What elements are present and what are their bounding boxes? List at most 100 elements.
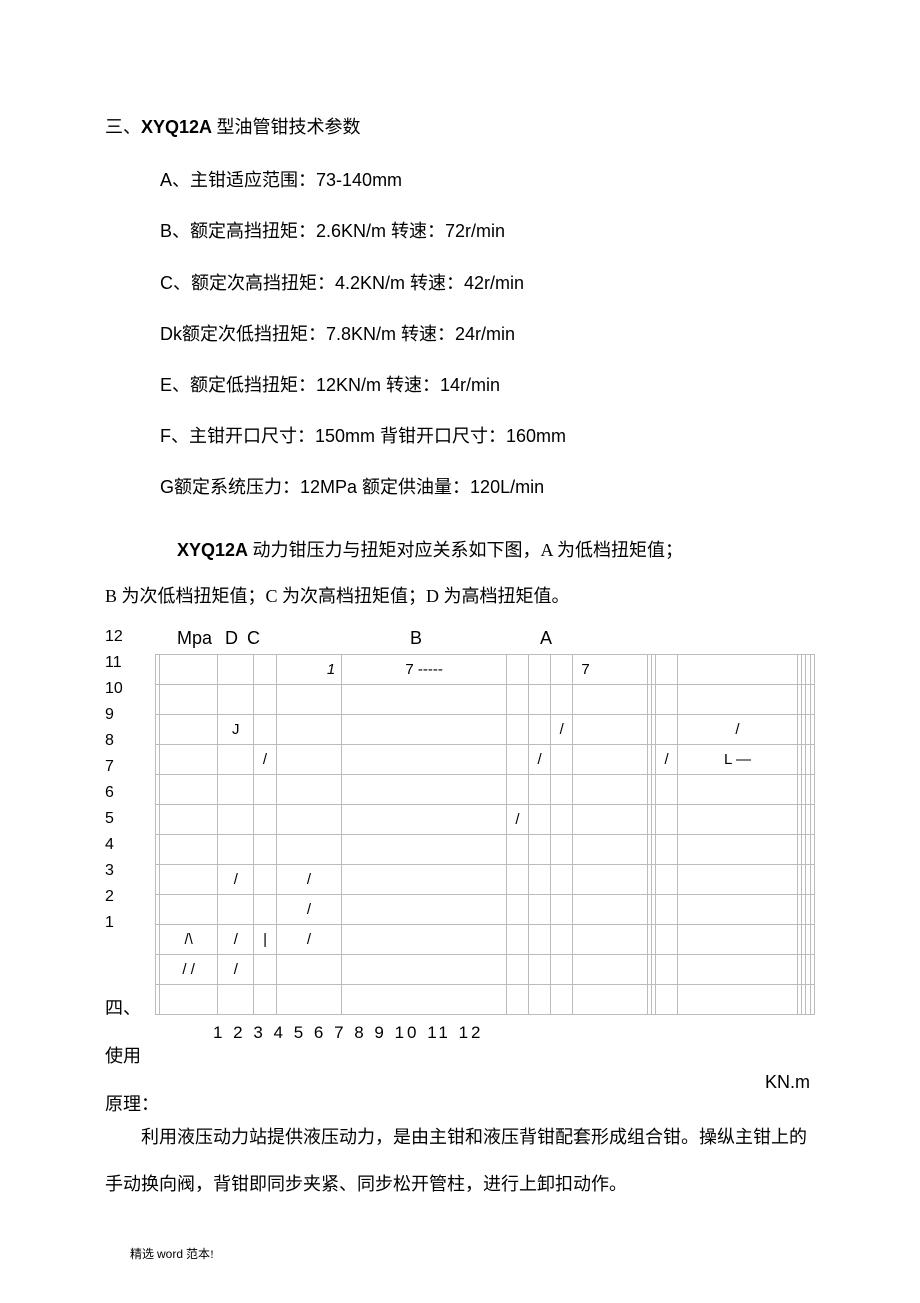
grid-cell xyxy=(218,805,254,835)
y-tick: 9 xyxy=(105,704,145,730)
chart: 121110987654321 四、 使用 原理： Mpa D C B A 17… xyxy=(105,626,815,1106)
grid-cell: | xyxy=(254,925,276,955)
grid-cell xyxy=(342,685,507,715)
grid-cell xyxy=(342,925,507,955)
grid-cell xyxy=(810,715,814,745)
grid-cell xyxy=(529,715,551,745)
y-tick: 5 xyxy=(105,808,145,834)
grid-cell xyxy=(254,655,276,685)
grid-cell xyxy=(529,775,551,805)
chart-note-line1: 动力钳压力与扭矩对应关系如下图，A 为低档扭矩值； xyxy=(248,540,683,560)
grid-cell xyxy=(342,955,507,985)
chart-header-C: C xyxy=(247,626,260,651)
grid-cell xyxy=(551,775,573,805)
grid-cell xyxy=(678,985,798,1015)
y-tick: 8 xyxy=(105,730,145,756)
y-tick: 11 xyxy=(105,652,145,678)
grid-cell xyxy=(810,775,814,805)
y-tick: 10 xyxy=(105,678,145,704)
spec-value: 4.2KN/m 转速：42r/min xyxy=(335,273,524,293)
grid-cell xyxy=(656,835,678,865)
grid-cell xyxy=(160,895,218,925)
grid-cell xyxy=(573,775,647,805)
chart-unit: KN.m xyxy=(765,1070,810,1095)
grid-cell: / xyxy=(276,865,342,895)
spec-item: F、主钳开口尺寸：150mm 背钳开口尺寸：160mm xyxy=(160,424,815,449)
spec-key: B、 xyxy=(160,221,190,241)
grid-cell xyxy=(160,685,218,715)
chart-note: XYQ12A 动力钳压力与扭矩对应关系如下图，A 为低档扭矩值； B 为次低档扭… xyxy=(105,527,815,621)
grid-cell: 7 ----- xyxy=(342,655,507,685)
grid-cell xyxy=(160,985,218,1015)
spec-item: A、主钳适应范围：73-140mm xyxy=(160,168,815,193)
grid-cell xyxy=(656,775,678,805)
grid-cell xyxy=(573,925,647,955)
grid-cell xyxy=(506,775,528,805)
grid-cell xyxy=(573,685,647,715)
grid-cell xyxy=(276,985,342,1015)
grid-cell xyxy=(160,835,218,865)
grid-cell xyxy=(656,685,678,715)
chart-note-model: XYQ12A xyxy=(177,540,248,560)
spec-label: 额定高挡扭矩： xyxy=(190,221,316,241)
spec-item: C、额定次高挡扭矩：4.2KN/m 转速：42r/min xyxy=(160,271,815,296)
chart-header-B: B xyxy=(410,626,422,651)
grid-cell xyxy=(276,775,342,805)
grid-cell: J xyxy=(218,715,254,745)
grid-cell xyxy=(573,715,647,745)
grid-cell xyxy=(506,745,528,775)
grid-cell xyxy=(551,655,573,685)
grid-cell xyxy=(573,895,647,925)
grid-cell xyxy=(678,895,798,925)
grid-cell xyxy=(529,895,551,925)
grid-cell xyxy=(529,865,551,895)
y-tick: 12 xyxy=(105,626,145,652)
grid-cell xyxy=(529,955,551,985)
grid-cell xyxy=(276,805,342,835)
grid-cell xyxy=(254,955,276,985)
spec-key: Dk xyxy=(160,324,182,344)
grid-cell xyxy=(342,835,507,865)
spec-label: 额定系统压力： xyxy=(174,477,300,497)
grid-cell xyxy=(160,745,218,775)
grid-cell xyxy=(254,685,276,715)
grid-cell xyxy=(506,895,528,925)
grid-cell xyxy=(656,865,678,895)
grid-cell xyxy=(276,745,342,775)
y-tick: 7 xyxy=(105,756,145,782)
grid-cell xyxy=(810,655,814,685)
grid-cell xyxy=(254,895,276,925)
spec-key: F、 xyxy=(160,426,189,446)
grid-cell: / xyxy=(678,715,798,745)
grid-cell: /\ xyxy=(160,925,218,955)
grid-cell xyxy=(551,685,573,715)
spec-list: A、主钳适应范围：73-140mm B、额定高挡扭矩：2.6KN/m 转速：72… xyxy=(105,168,815,500)
grid-cell: / xyxy=(276,895,342,925)
grid-cell xyxy=(506,685,528,715)
grid-cell: / xyxy=(218,955,254,985)
spec-value: 73-140mm xyxy=(316,170,402,190)
grid-cell xyxy=(656,985,678,1015)
grid-cell xyxy=(810,955,814,985)
grid-cell xyxy=(656,805,678,835)
grid-cell xyxy=(573,745,647,775)
grid-cell xyxy=(810,685,814,715)
grid-cell xyxy=(218,745,254,775)
grid-cell xyxy=(573,835,647,865)
spec-item: B、额定高挡扭矩：2.6KN/m 转速：72r/min xyxy=(160,219,815,244)
grid-cell xyxy=(551,985,573,1015)
grid-cell xyxy=(551,865,573,895)
grid-cell: / xyxy=(656,745,678,775)
grid-cell xyxy=(573,805,647,835)
grid-cell xyxy=(506,865,528,895)
section3-model: XYQ12A xyxy=(141,117,212,137)
spec-label: 额定次低挡扭矩： xyxy=(182,324,326,344)
grid-cell xyxy=(529,685,551,715)
grid-cell xyxy=(678,835,798,865)
grid-cell xyxy=(254,865,276,895)
grid-cell xyxy=(656,655,678,685)
spec-value: 12KN/m 转速：14r/min xyxy=(316,375,500,395)
grid-cell xyxy=(551,955,573,985)
grid-cell xyxy=(551,835,573,865)
grid-cell xyxy=(551,925,573,955)
